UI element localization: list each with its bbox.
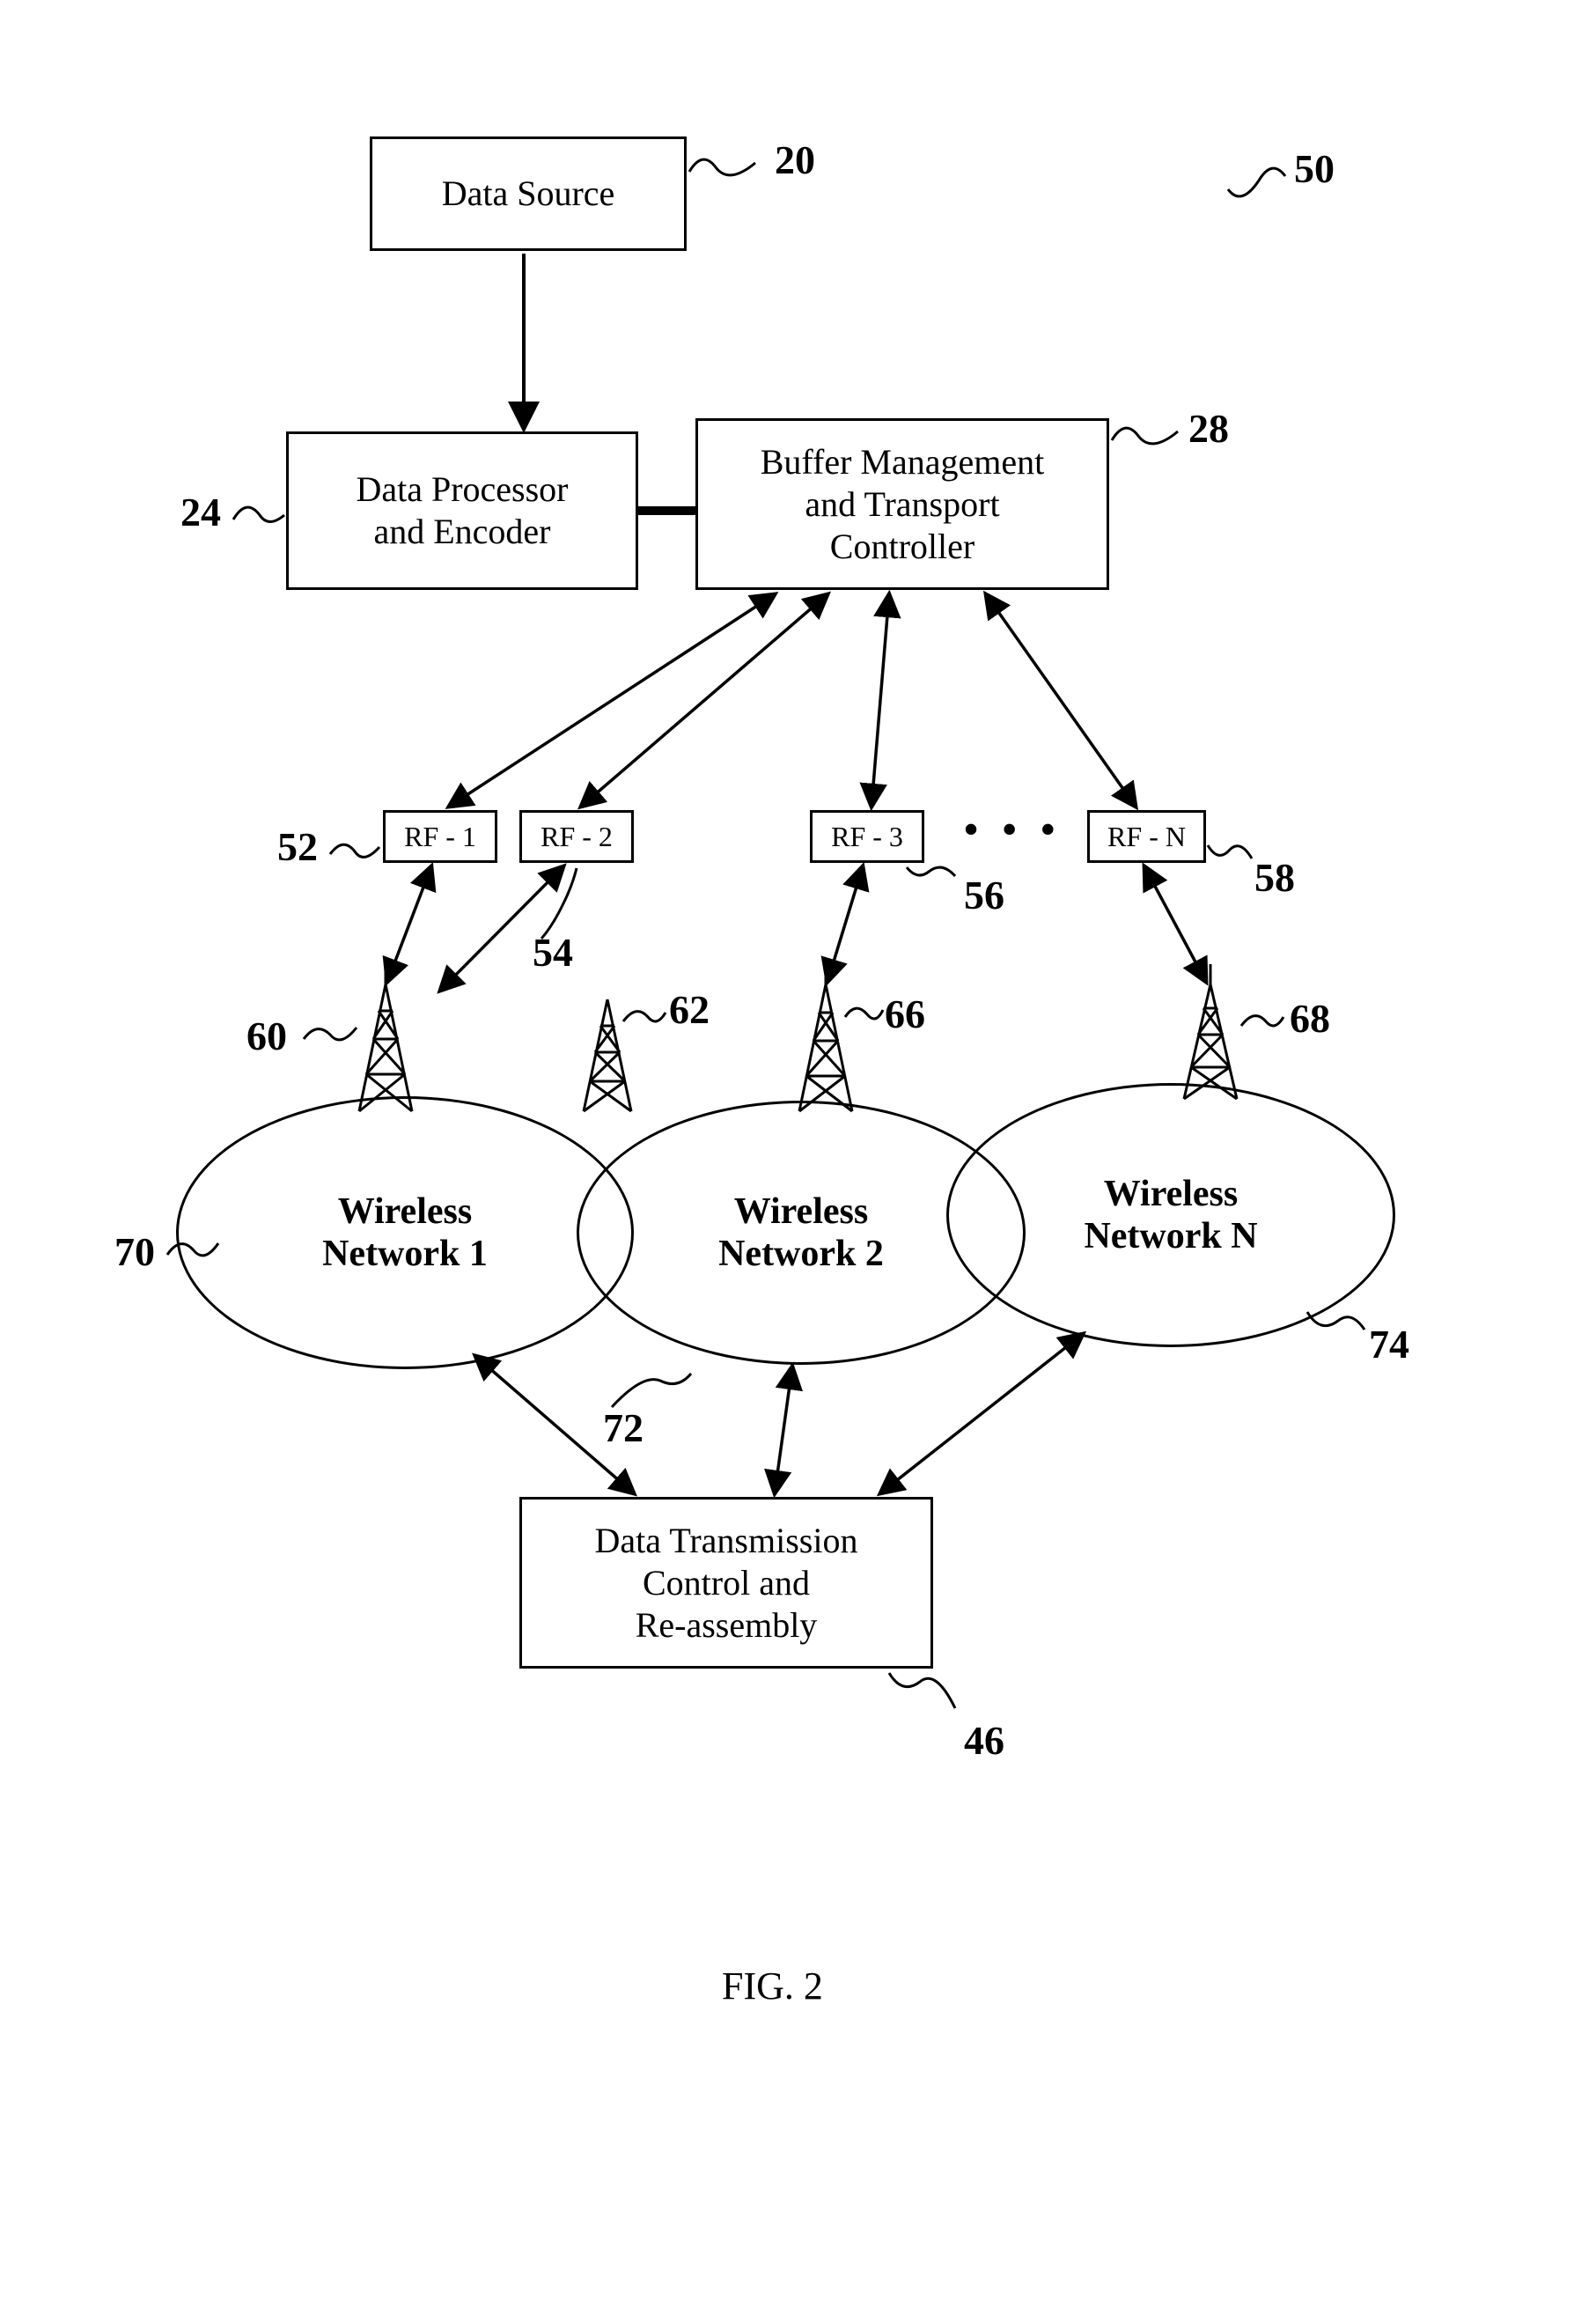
label-60: 60 [246, 1013, 287, 1059]
box-rf1: RF - 1 [383, 810, 497, 863]
figure-caption: FIG. 2 [722, 1964, 823, 2008]
ellipse-network-1-text: Wireless Network 1 [322, 1190, 488, 1276]
label-54: 54 [533, 929, 573, 976]
label-46: 46 [964, 1717, 1004, 1764]
label-20: 20 [775, 136, 815, 183]
box-data-source: Data Source [370, 136, 687, 251]
label-52: 52 [277, 823, 318, 870]
label-68: 68 [1290, 995, 1330, 1042]
box-data-source-text: Data Source [442, 173, 615, 215]
ellipsis-dots: • • • [964, 806, 1062, 852]
label-24: 24 [180, 489, 221, 535]
box-rf2: RF - 2 [519, 810, 634, 863]
box-reassembly: Data Transmission Control and Re-assembl… [519, 1497, 933, 1669]
ellipse-network-2-text: Wireless Network 2 [718, 1190, 884, 1276]
label-56: 56 [964, 872, 1004, 918]
box-rf3: RF - 3 [810, 810, 924, 863]
ellipse-network-n-text: Wireless Network N [1084, 1173, 1257, 1258]
box-data-processor-text: Data Processor and Encoder [356, 468, 568, 553]
box-buffer-mgmt-text: Buffer Management and Transport Controll… [761, 441, 1044, 568]
box-rf3-text: RF - 3 [831, 821, 903, 853]
box-rfn: RF - N [1087, 810, 1206, 863]
label-62: 62 [669, 986, 710, 1033]
label-70: 70 [114, 1228, 155, 1275]
diagram-canvas: Data Source Data Processor and Encoder B… [0, 0, 1596, 2314]
label-74: 74 [1369, 1321, 1409, 1367]
label-50: 50 [1294, 145, 1335, 192]
label-72: 72 [603, 1404, 644, 1451]
ellipse-network-n: Wireless Network N [946, 1083, 1395, 1347]
label-66: 66 [885, 991, 925, 1037]
label-58: 58 [1254, 854, 1295, 901]
box-rf2-text: RF - 2 [541, 821, 613, 853]
box-buffer-mgmt: Buffer Management and Transport Controll… [695, 418, 1109, 590]
box-rfn-text: RF - N [1107, 821, 1186, 853]
label-28: 28 [1188, 405, 1229, 452]
ellipse-network-1: Wireless Network 1 [176, 1096, 634, 1369]
box-rf1-text: RF - 1 [404, 821, 476, 853]
box-data-processor: Data Processor and Encoder [286, 431, 638, 590]
box-reassembly-text: Data Transmission Control and Re-assembl… [595, 1520, 858, 1647]
